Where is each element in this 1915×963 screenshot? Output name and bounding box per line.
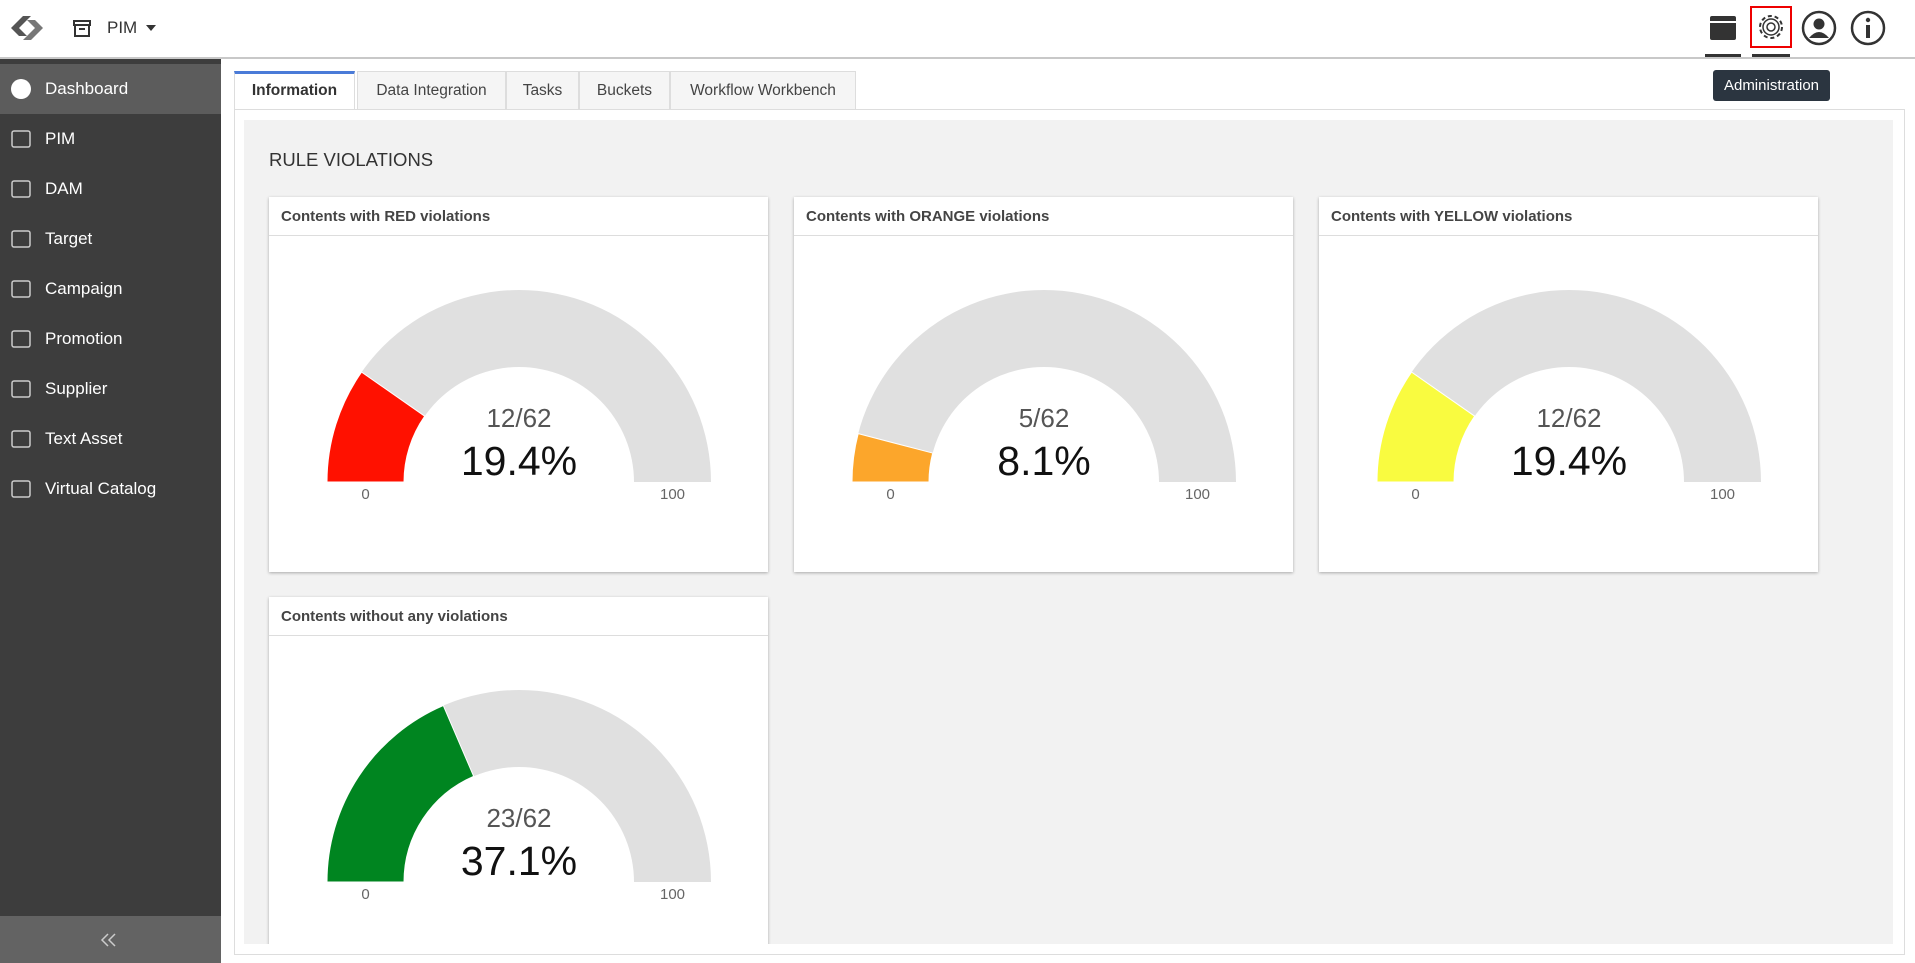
gauge-tick-label: 0 bbox=[1411, 486, 1419, 503]
nav-label: Promotion bbox=[45, 329, 123, 348]
gauge-count: 5/62 bbox=[1019, 403, 1070, 433]
app-switcher[interactable]: PIM bbox=[107, 18, 138, 37]
nav-label: Dashboard bbox=[45, 79, 129, 98]
nav-label: Text Asset bbox=[45, 429, 123, 448]
gauge-tick-label: 100 bbox=[660, 486, 685, 503]
nav-icon-shape bbox=[11, 79, 31, 99]
nav-item[interactable]: Target bbox=[0, 214, 221, 264]
tab[interactable]: Buckets bbox=[579, 71, 670, 109]
gauge-tick-label: 100 bbox=[660, 886, 685, 903]
gauge-fill bbox=[326, 371, 426, 483]
card-title: Contents without any violations bbox=[281, 608, 508, 625]
card-header: Contents without any violations bbox=[269, 597, 768, 636]
gauge-tick-label: 0 bbox=[361, 886, 369, 903]
nav-item[interactable]: Promotion bbox=[0, 314, 221, 364]
gauge-chart: 37.1% 23/62 0 100 bbox=[326, 690, 711, 903]
gauge-count: 12/62 bbox=[1536, 403, 1601, 433]
nav-icon-shape bbox=[11, 430, 31, 448]
nav-icon-shape bbox=[11, 330, 31, 348]
gauge-card: Contents without any violations 37.1% 23/6… bbox=[269, 597, 768, 944]
gauge-card: Contents with RED violations 19.4% 12/62 0 1… bbox=[269, 197, 768, 572]
nav-item[interactable]: PIM bbox=[0, 114, 221, 164]
user-button[interactable] bbox=[1800, 9, 1838, 47]
sidebar: Dashboard PIM DAM Target Campaign Promotion Su… bbox=[0, 59, 221, 963]
nav-icon-shape bbox=[11, 230, 31, 248]
nav-label: Target bbox=[45, 229, 93, 248]
card-header: Contents with ORANGE violations bbox=[794, 197, 1293, 236]
bucket-button[interactable] bbox=[1703, 10, 1743, 58]
card-header: Contents with RED violations bbox=[269, 197, 768, 236]
dropdown-caret[interactable] bbox=[145, 24, 157, 32]
nav-icon-shape bbox=[11, 380, 31, 398]
nav-label: DAM bbox=[45, 179, 83, 198]
logo bbox=[11, 16, 43, 40]
nav-icon bbox=[11, 380, 31, 398]
gauge-card: Contents with YELLOW violations 19.4% 12/6… bbox=[1319, 197, 1818, 572]
nav-label: Campaign bbox=[45, 279, 123, 298]
nav-item[interactable]: Dashboard bbox=[0, 64, 221, 114]
nav-item[interactable]: DAM bbox=[0, 164, 221, 214]
top-bar: PIM bbox=[0, 0, 1915, 59]
info-button[interactable] bbox=[1849, 9, 1887, 47]
collapse-icon[interactable] bbox=[100, 932, 118, 948]
card-title: Contents with ORANGE violations bbox=[806, 208, 1050, 225]
nav-icon bbox=[11, 480, 31, 498]
archive-icon bbox=[73, 20, 91, 37]
nav-icon bbox=[11, 180, 31, 198]
gauge-chart: 19.4% 12/62 0 100 bbox=[326, 290, 711, 503]
tab[interactable]: Workflow Workbench bbox=[670, 71, 856, 109]
gauge-chart: 8.1% 5/62 0 100 bbox=[851, 290, 1236, 503]
tab[interactable]: Tasks bbox=[506, 71, 579, 109]
gauge-value: 19.4% bbox=[1511, 438, 1627, 484]
administration-button[interactable] bbox=[1750, 6, 1792, 58]
nav-item[interactable]: Virtual Catalog bbox=[0, 464, 221, 514]
nav-icon-shape bbox=[11, 130, 31, 148]
nav-label: Virtual Catalog bbox=[45, 479, 157, 498]
nav-icon bbox=[11, 280, 31, 298]
nav-label: Supplier bbox=[45, 379, 108, 398]
gauge-fill bbox=[1376, 371, 1476, 483]
gauge-tick-label: 0 bbox=[886, 486, 894, 503]
gauge-value: 19.4% bbox=[461, 438, 577, 484]
gauge-track bbox=[327, 290, 711, 482]
nav-icon bbox=[11, 330, 31, 348]
nav-icon bbox=[11, 430, 31, 448]
nav-icon-shape bbox=[11, 280, 31, 298]
gauge-track bbox=[852, 290, 1236, 482]
card-title: Contents with YELLOW violations bbox=[1331, 208, 1573, 225]
gauge-card: Contents with ORANGE violations 8.1% 5/62 0… bbox=[794, 197, 1293, 572]
collapse-sidebar[interactable] bbox=[0, 916, 221, 963]
gauge-fill bbox=[326, 704, 475, 883]
tab[interactable]: Data Integration bbox=[357, 71, 506, 109]
nav-icon-shape bbox=[11, 480, 31, 498]
nav-item[interactable]: Campaign bbox=[0, 264, 221, 314]
nav-label: PIM bbox=[45, 129, 76, 148]
gauge-value: 8.1% bbox=[997, 438, 1090, 484]
dashboard-area: RULE VIOLATIONS Contents with RED violat… bbox=[244, 120, 1893, 944]
nav-icon bbox=[11, 230, 31, 248]
nav-icon bbox=[11, 79, 31, 99]
gauge-fill bbox=[851, 433, 934, 483]
gauge-chart: 19.4% 12/62 0 100 bbox=[1376, 290, 1761, 503]
gauge-tick-label: 100 bbox=[1185, 486, 1210, 503]
gauge-value: 37.1% bbox=[461, 838, 577, 884]
section-title: RULE VIOLATIONS bbox=[269, 149, 434, 170]
tab[interactable]: Information bbox=[234, 71, 355, 109]
nav-item[interactable]: Text Asset bbox=[0, 414, 221, 464]
tooltip: Administration bbox=[1713, 70, 1830, 101]
gauge-tick-label: 100 bbox=[1710, 486, 1735, 503]
gauge-count: 23/62 bbox=[486, 803, 551, 833]
card-header: Contents with YELLOW violations bbox=[1319, 197, 1818, 236]
nav-icon bbox=[11, 130, 31, 148]
gauge-tick-label: 0 bbox=[361, 486, 369, 503]
nav-icon-shape bbox=[11, 180, 31, 198]
nav-item[interactable]: Supplier bbox=[0, 364, 221, 414]
gauge-track bbox=[1377, 290, 1761, 482]
card-title: Contents with RED violations bbox=[281, 208, 491, 225]
gauge-count: 12/62 bbox=[486, 403, 551, 433]
